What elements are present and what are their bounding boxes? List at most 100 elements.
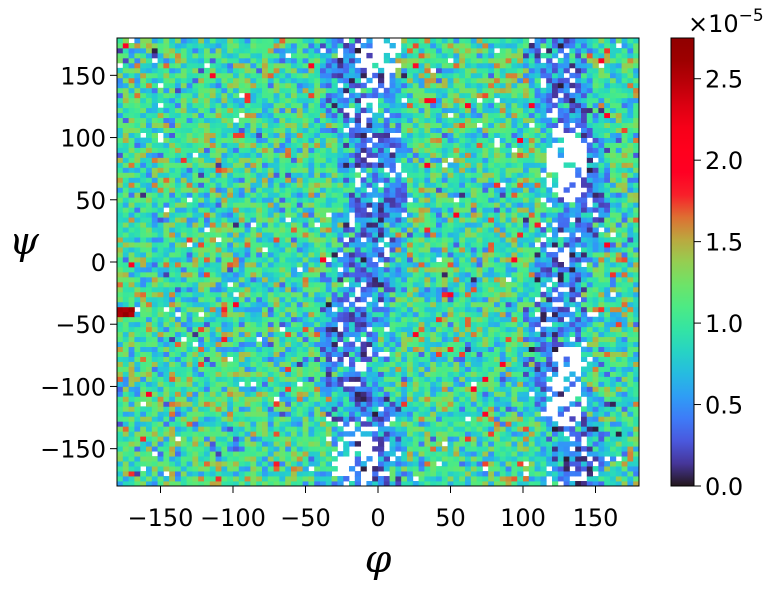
heatmap-cell <box>528 446 535 452</box>
heatmap-cell <box>383 311 390 318</box>
heatmap-cell <box>453 466 460 472</box>
heatmap-cell <box>430 476 437 482</box>
heatmap-cell <box>314 271 321 278</box>
heatmap-cell <box>198 257 205 263</box>
heatmap-cell <box>221 271 228 278</box>
heatmap-cell <box>360 376 367 382</box>
heatmap-cell <box>540 431 547 437</box>
heatmap-cell <box>128 296 135 303</box>
heatmap-cell <box>186 321 193 328</box>
heatmap-cell <box>122 421 129 427</box>
heatmap-cell <box>447 296 454 303</box>
heatmap-cell <box>604 361 611 367</box>
heatmap-cell <box>395 247 402 253</box>
heatmap-cell <box>378 232 385 238</box>
heatmap-cell <box>285 401 292 407</box>
heatmap-cell <box>291 301 298 308</box>
heatmap-cell <box>186 461 193 467</box>
heatmap-cell <box>592 361 599 367</box>
heatmap-cell <box>430 466 437 472</box>
heatmap-cell <box>546 456 553 462</box>
heatmap-cell <box>250 331 257 338</box>
heatmap-cell <box>285 451 292 457</box>
heatmap-cell <box>604 252 611 258</box>
heatmap-cell <box>470 426 477 432</box>
heatmap-cell <box>511 426 518 432</box>
heatmap-cell <box>540 247 547 253</box>
heatmap-cell <box>598 406 605 412</box>
heatmap-cell <box>488 227 495 233</box>
heatmap-cell <box>540 227 547 233</box>
heatmap-cell <box>180 461 187 467</box>
heatmap-cell <box>389 446 396 452</box>
heatmap-cell <box>198 456 205 462</box>
heatmap-cell <box>233 266 240 273</box>
heatmap-cell <box>494 281 501 288</box>
heatmap-cell <box>395 331 402 338</box>
heatmap-cell <box>482 441 489 447</box>
heatmap-cell <box>494 276 501 283</box>
heatmap-cell <box>499 296 506 303</box>
heatmap-cell <box>198 227 205 233</box>
heatmap-cell <box>238 252 245 258</box>
heatmap-cell <box>343 391 350 397</box>
heatmap-cell <box>320 391 327 397</box>
heatmap-cell <box>238 341 245 348</box>
heatmap-cell <box>383 361 390 367</box>
heatmap-cell <box>157 252 164 258</box>
heatmap-cell <box>308 266 315 273</box>
heatmap-cell <box>343 242 350 248</box>
heatmap-cell <box>459 311 466 318</box>
heatmap-cell <box>134 311 141 318</box>
heatmap-cell <box>163 411 170 417</box>
heatmap-cell <box>395 381 402 387</box>
heatmap-cell <box>581 232 588 238</box>
heatmap-cell <box>598 426 605 432</box>
heatmap-cell <box>163 461 170 467</box>
heatmap-cell <box>610 421 617 427</box>
heatmap-cell <box>267 266 274 273</box>
heatmap-cell <box>633 356 640 362</box>
heatmap-cell <box>534 361 541 367</box>
heatmap-cell <box>528 266 535 273</box>
heatmap-cell <box>209 436 216 442</box>
heatmap-cell <box>279 252 286 258</box>
heatmap-cell <box>482 321 489 328</box>
heatmap-cell <box>465 276 472 283</box>
heatmap-cell <box>581 366 588 372</box>
heatmap-cell <box>360 266 367 273</box>
heatmap-cell <box>517 446 524 452</box>
heatmap-cell <box>447 286 454 293</box>
heatmap-cell <box>598 431 605 437</box>
heatmap-cell <box>412 376 419 382</box>
heatmap-cell <box>459 326 466 333</box>
heatmap-cell <box>412 346 419 352</box>
heatmap-cell <box>256 331 263 338</box>
heatmap-cell <box>395 202 402 208</box>
heatmap-cell <box>215 436 222 442</box>
heatmap-cell <box>569 461 576 467</box>
heatmap-cell <box>117 286 124 293</box>
heatmap-cell <box>343 366 350 372</box>
heatmap-cell <box>180 217 187 223</box>
heatmap-cell <box>395 222 402 228</box>
heatmap-cell <box>418 207 425 213</box>
heatmap-cell <box>557 391 564 397</box>
heatmap-cell <box>122 351 129 357</box>
heatmap-cell <box>604 346 611 352</box>
heatmap-cell <box>262 436 269 442</box>
heatmap-cell <box>604 386 611 392</box>
heatmap-cell <box>401 391 408 397</box>
heatmap-cell <box>552 257 559 263</box>
heatmap-cell <box>151 441 158 447</box>
heatmap-cell <box>262 217 269 223</box>
heatmap-cell <box>175 431 182 437</box>
heatmap-cell <box>151 446 158 452</box>
heatmap-cell <box>517 326 524 333</box>
heatmap-cell <box>117 252 124 258</box>
heatmap-cell <box>186 301 193 308</box>
heatmap-cell <box>204 436 211 442</box>
heatmap-cell <box>465 316 472 323</box>
heatmap-cell <box>238 197 245 203</box>
heatmap-cell <box>424 441 431 447</box>
